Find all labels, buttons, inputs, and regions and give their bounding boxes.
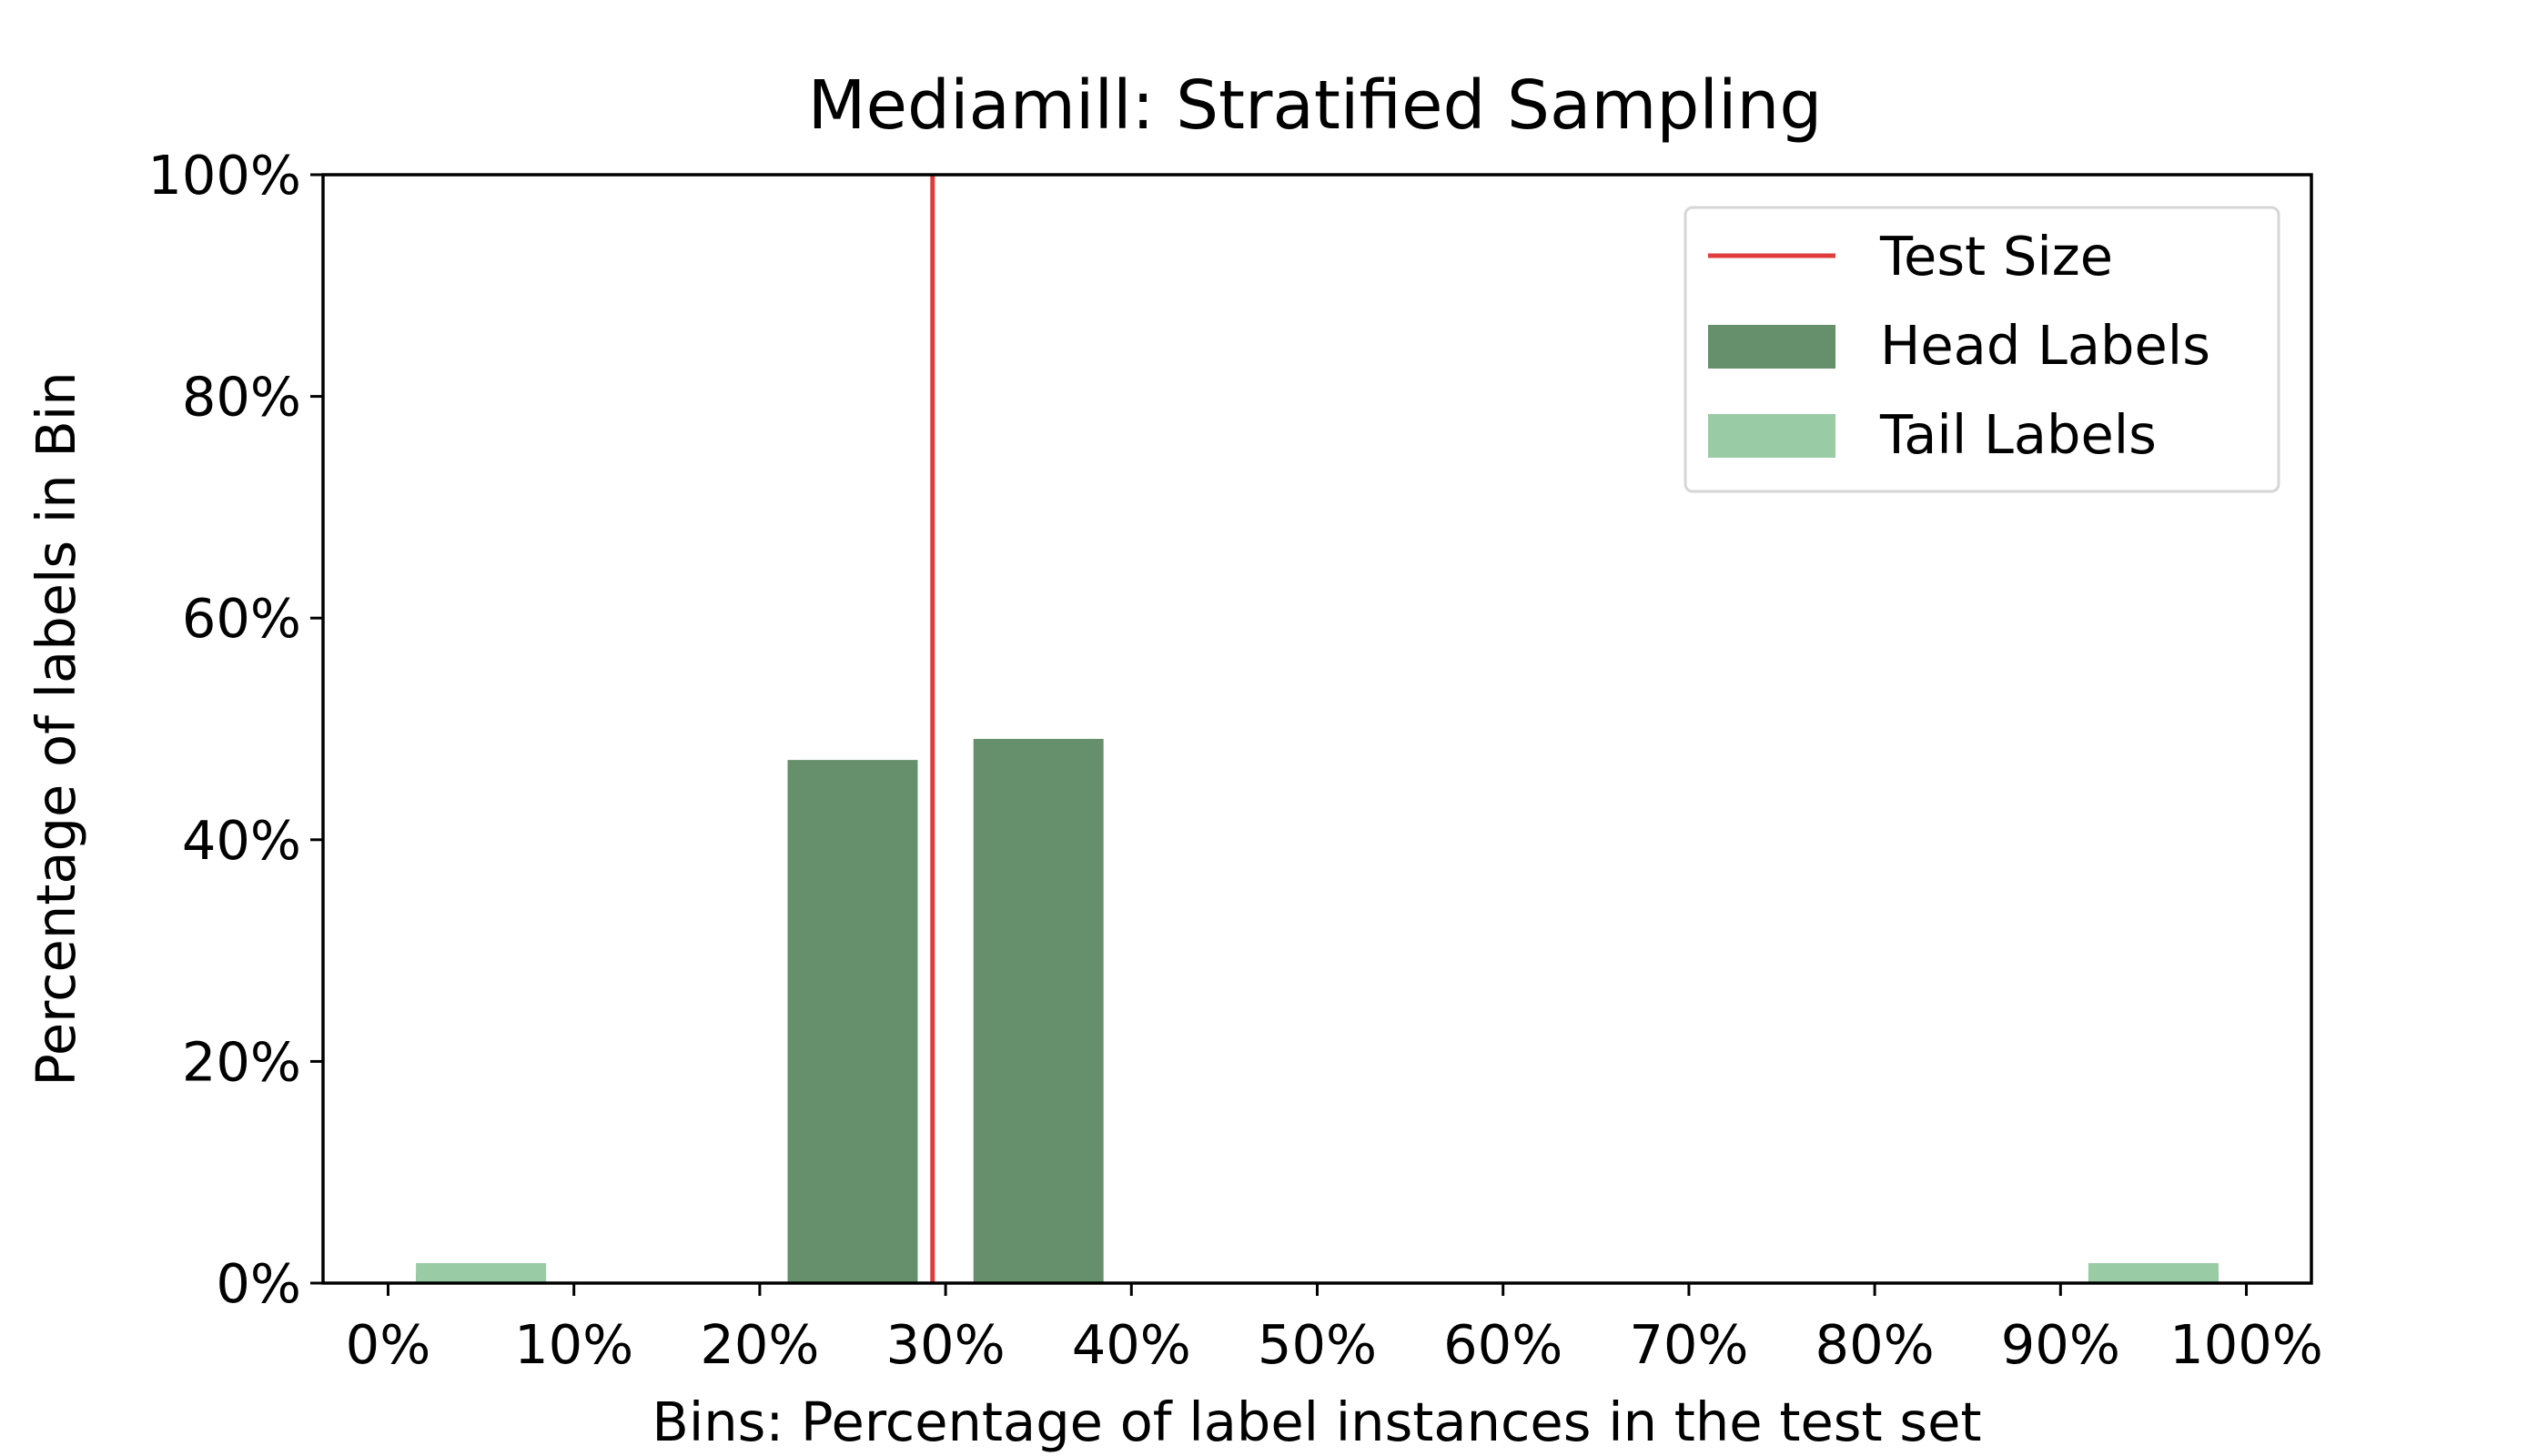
- chart-title: Mediamill: Stratified Sampling: [808, 66, 1823, 145]
- x-tick-label: 50%: [1258, 1313, 1377, 1376]
- legend-swatch-tail-labels: [1708, 414, 1835, 458]
- y-axis-label: Percentage of labels in Bin: [25, 371, 87, 1086]
- y-tick-label: 20%: [182, 1030, 301, 1093]
- y-axis-ticks: 0% 20% 40% 60% 80% 100%: [147, 144, 323, 1315]
- x-tick-label: 20%: [700, 1313, 819, 1376]
- bar-head-labels-2: [973, 738, 1104, 1283]
- x-tick-label: 90%: [2001, 1313, 2120, 1376]
- y-tick-label: 60%: [182, 587, 301, 650]
- legend-label-test-size: Test Size: [1879, 225, 2113, 288]
- x-tick-label: 0%: [346, 1313, 431, 1376]
- x-tick-label: 100%: [2169, 1313, 2323, 1376]
- bar-tail-labels-1: [2088, 1263, 2219, 1283]
- x-axis-ticks: 0% 10% 20% 30% 40% 50% 60% 70% 80% 90% 100%: [346, 1283, 2323, 1376]
- x-tick-label: 40%: [1072, 1313, 1191, 1376]
- y-tick-label: 40%: [182, 809, 301, 872]
- x-tick-label: 80%: [1815, 1313, 1935, 1376]
- x-tick-label: 10%: [514, 1313, 633, 1376]
- y-tick-label: 0%: [216, 1252, 301, 1315]
- x-tick-label: 60%: [1443, 1313, 1562, 1376]
- legend-label-tail-labels: Tail Labels: [1879, 403, 2157, 466]
- legend-swatch-head-labels: [1708, 325, 1835, 369]
- y-tick-label: 100%: [147, 144, 301, 207]
- legend: Test Size Head Labels Tail Labels: [1684, 206, 2280, 493]
- bar-tail-labels-0: [416, 1263, 547, 1283]
- y-tick-label: 80%: [182, 366, 301, 429]
- bar-head-labels-1: [787, 760, 918, 1283]
- legend-label-head-labels: Head Labels: [1880, 314, 2210, 377]
- x-axis-label: Bins: Percentage of label instances in t…: [652, 1390, 1981, 1453]
- bars-layer: [416, 738, 2219, 1283]
- x-tick-label: 30%: [886, 1313, 1006, 1376]
- x-tick-label: 70%: [1629, 1313, 1748, 1376]
